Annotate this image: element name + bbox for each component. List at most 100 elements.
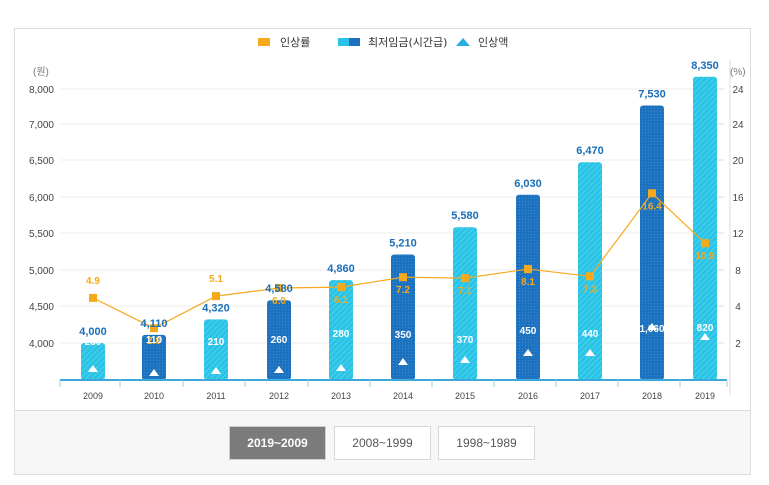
chart-frame	[14, 28, 751, 475]
left-tick-label: 4,500	[29, 302, 54, 313]
x-tick-label: 2015	[455, 391, 475, 401]
wage-label: 4,580	[265, 283, 293, 295]
rate-label: 16.4	[642, 201, 662, 212]
triangle-up-icon	[336, 364, 346, 371]
legend-item-wage: 최저임금(시간급)	[338, 34, 447, 50]
chart-svg: (원) (%) 8,000 7,000 6,500 6,000 5,500 5,000 4,…	[29, 60, 746, 401]
x-tick-label: 2010	[144, 391, 164, 401]
bar-2013	[329, 280, 353, 380]
legend-label-rate: 인상률	[280, 36, 311, 49]
rate-point-2019	[701, 239, 709, 248]
left-axis-unit: (원)	[33, 66, 49, 78]
right-tick-label: 24	[732, 85, 744, 96]
range-button-1998~1989[interactable]: 1998~1989	[438, 426, 535, 460]
left-tick-label: 5,000	[29, 266, 54, 277]
legend: 인상률 최저임금(시간급) 인상액	[0, 34, 769, 50]
bar-2012	[267, 300, 291, 380]
triangle-up-icon	[456, 38, 470, 46]
rate-label: 6.1	[334, 295, 348, 306]
range-button-2008~1999[interactable]: 2008~1999	[334, 426, 431, 460]
rate-label: 7.1	[458, 286, 472, 297]
range-button-2019~2009[interactable]: 2019~2009	[229, 426, 326, 460]
triangle-up-icon	[149, 369, 159, 376]
right-tick-label: 8	[735, 266, 741, 277]
left-tick-label: 6,500	[29, 156, 54, 167]
increase-label: 440	[582, 329, 599, 340]
rate-swatch-icon	[258, 38, 270, 46]
rate-label: 7.3	[583, 284, 597, 295]
bar-2016	[516, 194, 540, 380]
rate-point-2013	[337, 283, 345, 292]
increase-label: 280	[333, 329, 350, 340]
wage-label: 5,210	[389, 237, 417, 249]
rate-label: 2.8	[147, 336, 161, 347]
triangle-up-icon	[211, 367, 221, 374]
right-axis-unit: (%)	[730, 67, 746, 78]
wage-swatch-icon	[338, 38, 360, 46]
right-tick-label: 12	[732, 229, 744, 240]
bar-2011	[204, 319, 228, 380]
right-tick-label: 4	[735, 302, 741, 313]
x-tick-label: 2019	[695, 391, 715, 401]
rate-point-2010	[150, 324, 158, 333]
triangle-up-icon	[585, 349, 595, 356]
increase-label: 210	[208, 337, 225, 348]
right-tick-label: 16	[732, 193, 744, 204]
rate-line: 4.9 2.8 5.1 6.0 6.1 7.2 7.1 8.1 7.3 16.4 10.9	[86, 189, 715, 347]
triangle-up-icon	[274, 366, 284, 373]
rate-point-2009	[89, 293, 97, 302]
triangle-up-icon	[700, 333, 710, 340]
right-tick-label: 24	[732, 120, 744, 131]
right-axis-ticks: 24 24 20 16 12 8 4 2	[718, 60, 744, 395]
bar-2017	[578, 162, 602, 380]
increase-label: 370	[457, 335, 474, 346]
left-tick-label: 8,000	[29, 85, 54, 96]
x-tick-label: 2018	[642, 391, 662, 401]
rate-label: 7.2	[396, 285, 410, 296]
left-tick-label: 7,000	[29, 120, 54, 131]
triangle-up-icon	[647, 323, 657, 330]
triangle-up-icon	[523, 349, 533, 356]
bar-2015	[453, 227, 477, 380]
triangle-up-icon	[88, 365, 98, 372]
bar-2010	[142, 334, 166, 380]
increase-label: 450	[520, 326, 537, 337]
right-tick-label: 2	[735, 339, 741, 350]
wage-label: 4,860	[327, 263, 355, 275]
left-axis-ticks: 8,000 7,000 6,500 6,000 5,500 5,000 4,500 4,000	[29, 85, 54, 350]
wage-label: 4,320	[202, 302, 230, 314]
left-tick-label: 6,000	[29, 193, 54, 204]
rate-point-2014	[399, 273, 407, 282]
rate-label: 6.0	[272, 296, 286, 307]
x-tick-label: 2012	[269, 391, 289, 401]
x-tick-label: 2017	[580, 391, 600, 401]
x-tick-label: 2013	[331, 391, 351, 401]
rate-label: 8.1	[521, 277, 535, 288]
increase-label: 820	[697, 323, 714, 334]
rate-label: 5.1	[209, 274, 223, 285]
bar-2018	[640, 105, 664, 380]
triangle-up-icon	[460, 356, 470, 363]
rate-label: 10.9	[695, 251, 715, 262]
right-tick-label: 20	[732, 156, 744, 167]
bar-2019	[693, 76, 717, 380]
legend-label-increase: 인상액	[478, 36, 509, 49]
x-axis: 2009 2010 2011 2012 2013 2014 2015 2016 2017 2018…	[59, 379, 728, 401]
bar-2014	[391, 254, 415, 380]
rate-label: 4.9	[86, 276, 100, 287]
increase-label: 350	[395, 330, 412, 341]
left-tick-label: 5,500	[29, 229, 54, 240]
legend-item-increase: 인상액	[456, 34, 508, 50]
increase-label: 230	[85, 337, 102, 348]
rate-point-2011	[212, 292, 220, 301]
triangle-up-icon	[398, 358, 408, 365]
bar-2009	[81, 343, 105, 380]
legend-item-rate: 인상률	[258, 34, 310, 50]
wage-label: 4,000	[79, 326, 107, 338]
x-tick-label: 2009	[83, 391, 103, 401]
rate-point-2018	[648, 189, 656, 198]
wage-label: 6,470	[576, 145, 604, 157]
x-tick-label: 2014	[393, 391, 413, 401]
bars	[81, 76, 717, 380]
